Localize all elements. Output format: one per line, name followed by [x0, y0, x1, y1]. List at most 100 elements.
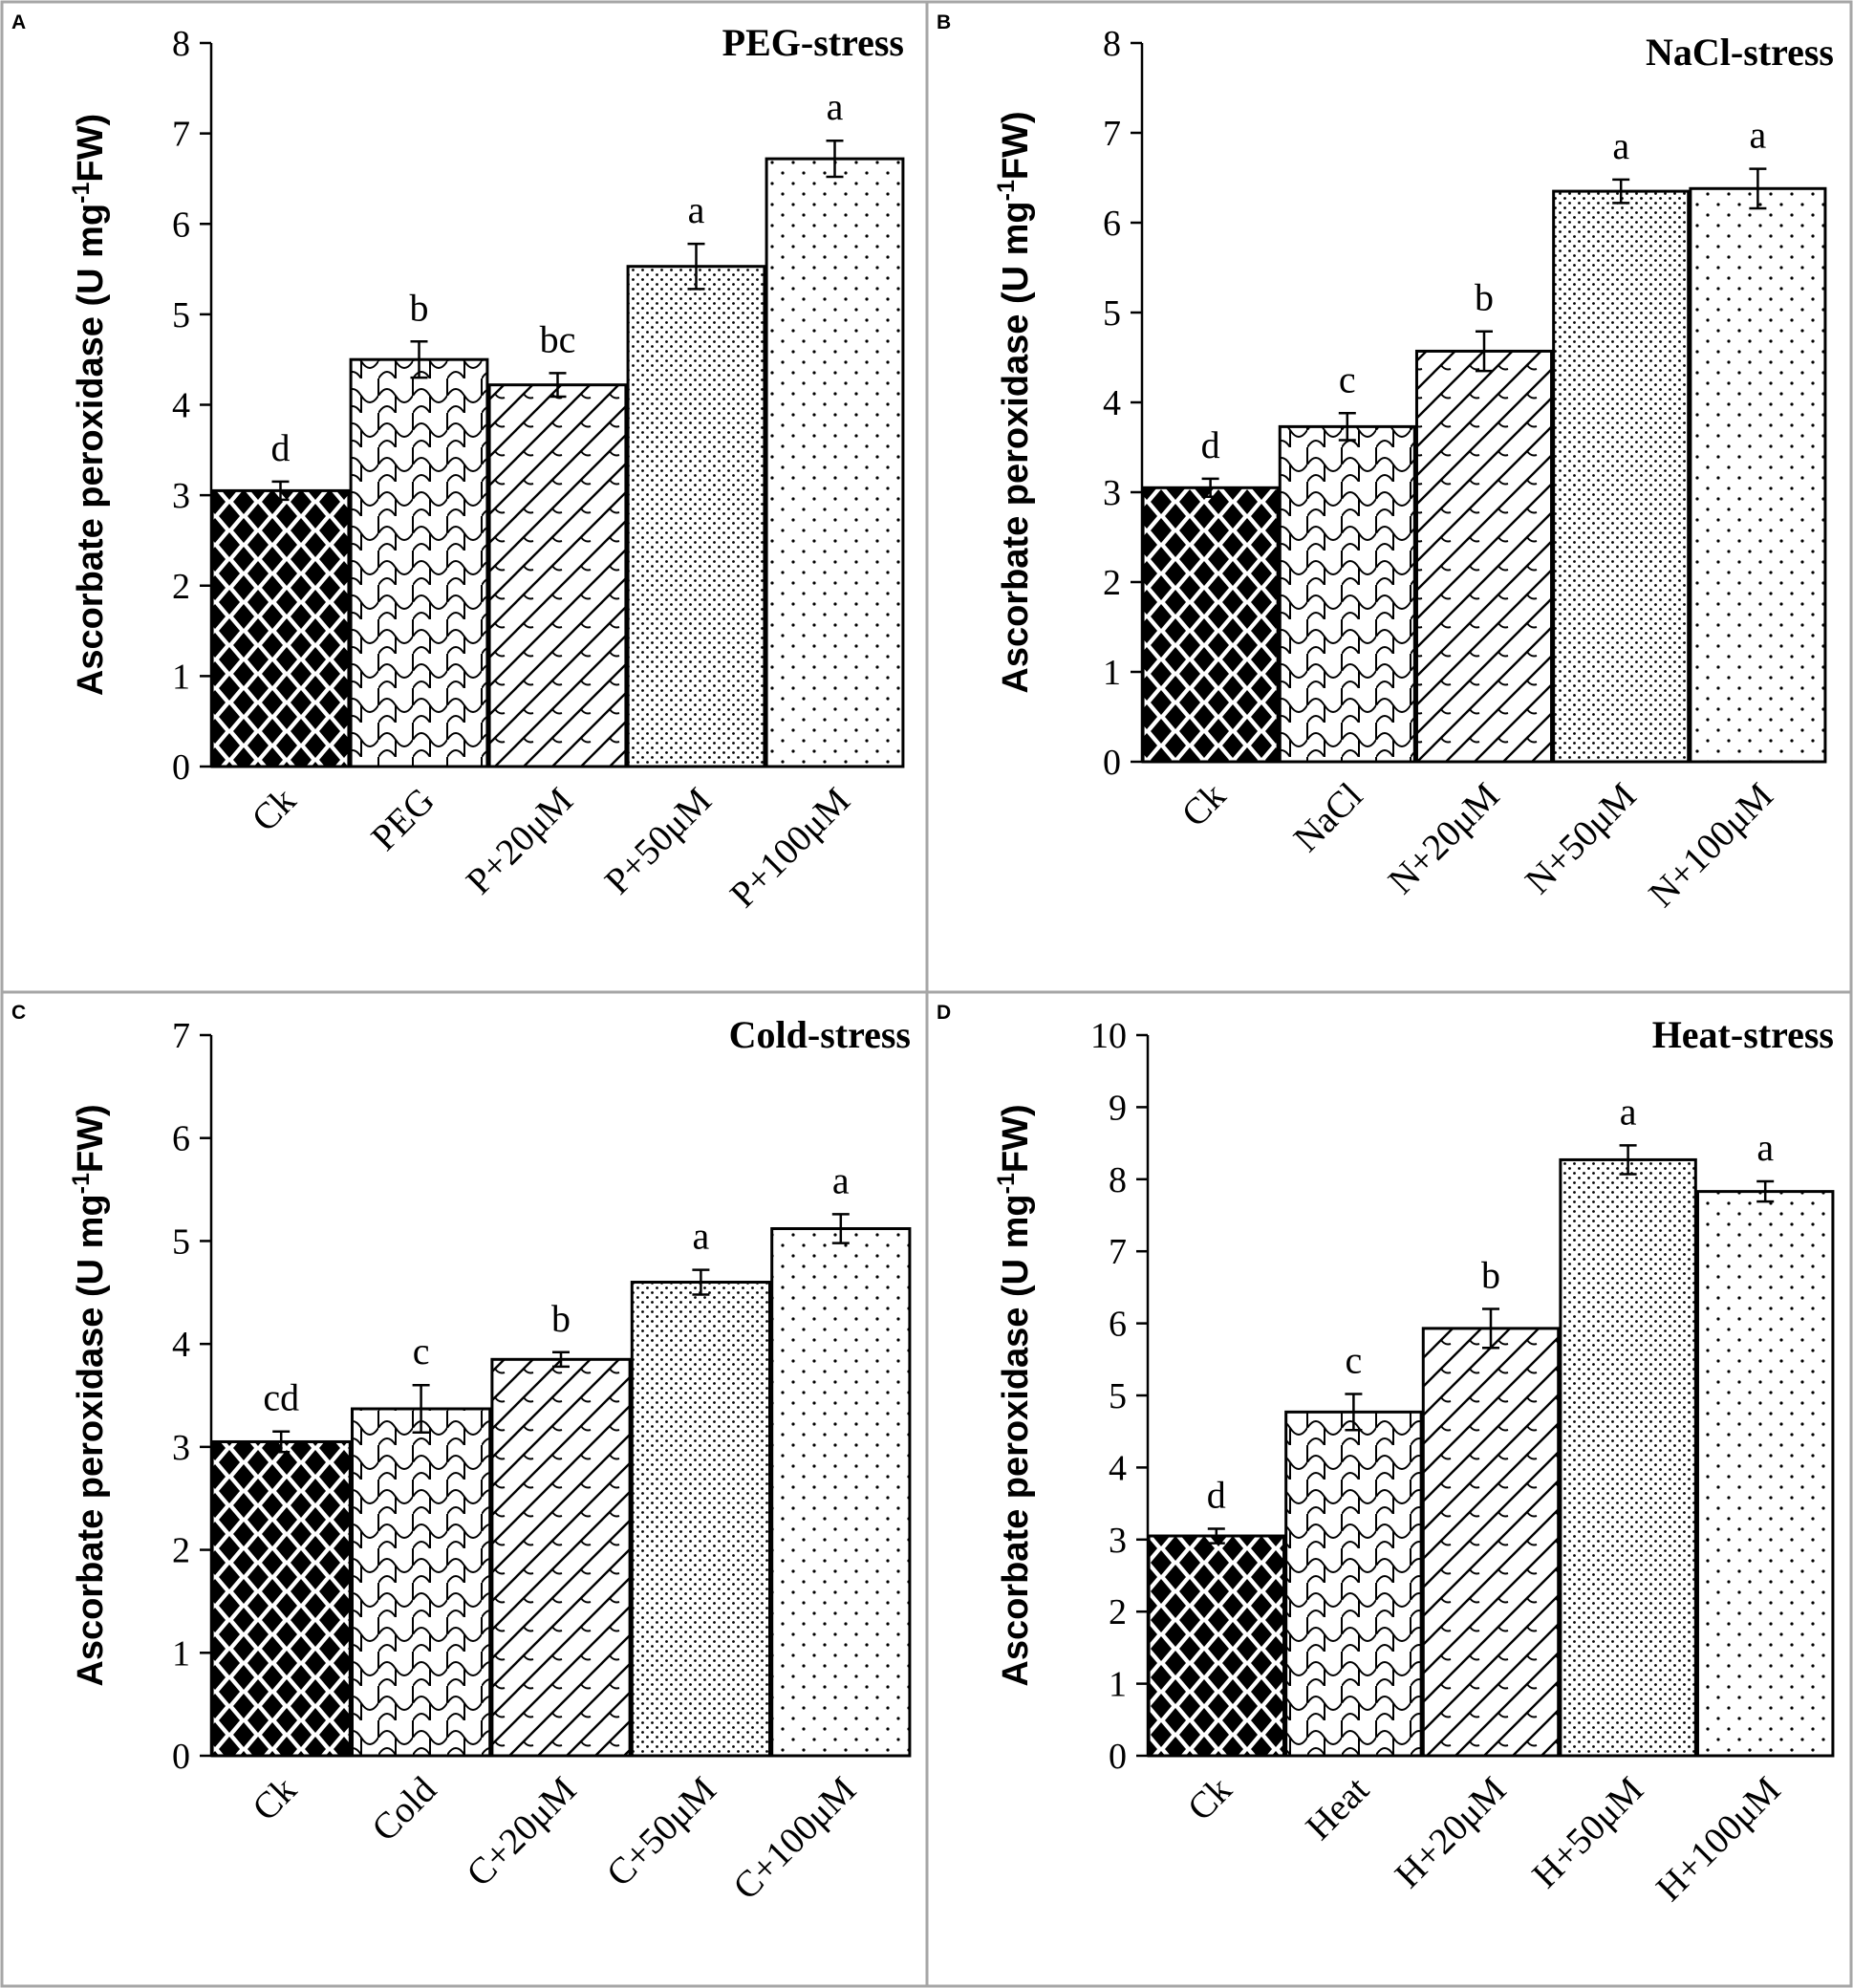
y-tick-label: 5	[172, 295, 190, 335]
bar	[1147, 1534, 1286, 1758]
error-bar	[1612, 178, 1630, 205]
bar	[350, 1407, 492, 1758]
bar	[349, 357, 489, 768]
y-tick-label: 4	[172, 1325, 190, 1365]
panel-title: NaCl-stress	[1646, 31, 1834, 74]
bar	[1552, 189, 1691, 764]
bar	[1284, 1410, 1423, 1758]
bar	[1278, 424, 1416, 764]
bar	[630, 1281, 772, 1758]
bar	[765, 157, 905, 768]
error-bar	[687, 242, 705, 291]
y-tick-label: 6	[1109, 1305, 1127, 1345]
bar	[770, 1227, 912, 1758]
significance-label: b	[1481, 1254, 1500, 1297]
panel-letter: A	[11, 11, 26, 33]
y-tick-label: 6	[172, 205, 190, 245]
y-tick-label: 2	[1103, 563, 1121, 603]
significance-label: b	[410, 286, 429, 329]
error-bar	[552, 1351, 570, 1369]
panel-b: B NaCl-stress Ascorbate peroxidase (U mg-1…	[925, 0, 1853, 994]
y-tick-label: 3	[172, 1428, 190, 1468]
error-bar	[1619, 1144, 1637, 1176]
y-tick-label: 3	[172, 476, 190, 516]
significance-label: a	[688, 188, 705, 231]
bar	[1421, 1327, 1561, 1758]
panel-c: C Cold-stress Ascorbate peroxidase (U mg-1…	[0, 990, 929, 1988]
error-bar	[1201, 477, 1219, 498]
y-tick-label: 5	[1109, 1376, 1127, 1416]
panel-letter: D	[937, 1002, 951, 1024]
y-tick-label: 9	[1109, 1088, 1127, 1128]
y-tick-label: 6	[1103, 204, 1121, 244]
y-axis-title: Ascorbate peroxidase (U mg-1FW)	[68, 1104, 111, 1686]
y-tick-label: 2	[172, 567, 190, 607]
y-tick-label: 7	[1103, 114, 1121, 154]
y-tick-label: 4	[1103, 383, 1121, 423]
y-tick-label: 8	[172, 24, 190, 64]
y-tick-label: 0	[172, 1737, 190, 1777]
y-tick-label: 10	[1090, 1016, 1127, 1056]
bar	[487, 383, 628, 768]
significance-label: b	[1475, 276, 1494, 319]
significance-label: a	[1620, 1090, 1637, 1133]
y-tick-label: 2	[172, 1531, 190, 1571]
error-bar	[826, 139, 844, 179]
y-tick-label: 1	[1103, 653, 1121, 693]
significance-label: c	[413, 1329, 430, 1372]
y-tick-label: 1	[1109, 1665, 1127, 1705]
bar	[490, 1357, 632, 1758]
error-bar	[1749, 167, 1767, 210]
y-tick-label: 2	[1109, 1592, 1127, 1632]
y-tick-label: 5	[172, 1221, 190, 1262]
panel-letter: C	[11, 1002, 26, 1024]
y-tick-label: 3	[1103, 473, 1121, 513]
bar	[1414, 349, 1554, 764]
y-tick-label: 8	[1109, 1160, 1127, 1200]
error-bar	[831, 1213, 850, 1244]
bar	[1695, 1190, 1835, 1758]
y-tick-label: 0	[1103, 743, 1121, 783]
significance-label: c	[1339, 357, 1356, 400]
y-tick-label: 1	[172, 1633, 190, 1674]
significance-label: b	[551, 1297, 571, 1340]
y-tick-label: 1	[172, 657, 190, 697]
significance-label: d	[271, 426, 291, 469]
y-tick-label: 7	[1109, 1232, 1127, 1272]
bar	[210, 1439, 352, 1758]
significance-label: d	[1207, 1473, 1226, 1516]
significance-label: a	[1612, 124, 1629, 167]
error-bar	[1482, 1307, 1499, 1350]
error-bar	[692, 1268, 710, 1296]
significance-label: bc	[540, 317, 576, 360]
y-axis-title: Ascorbate peroxidase (U mg-1FW)	[68, 114, 111, 696]
error-bar	[410, 340, 428, 379]
y-axis-title: Ascorbate peroxidase (U mg-1FW)	[993, 111, 1036, 693]
y-tick-label: 4	[172, 386, 190, 426]
panel-letter: B	[937, 11, 951, 33]
error-bar	[1345, 1393, 1363, 1432]
significance-label: a	[1756, 1126, 1774, 1169]
y-tick-label: 4	[1109, 1448, 1127, 1488]
panel-title: Cold-stress	[729, 1013, 911, 1056]
significance-label: a	[1750, 114, 1767, 157]
panel-a: A PEG-stress Ascorbate peroxidase (U mg-1F…	[0, 0, 929, 994]
bar	[1689, 186, 1827, 764]
bar	[1559, 1157, 1697, 1758]
error-bar	[271, 480, 290, 502]
y-axis-title: Ascorbate peroxidase (U mg-1FW)	[993, 1104, 1036, 1686]
y-tick-label: 3	[1109, 1521, 1127, 1561]
significance-label: a	[693, 1215, 710, 1258]
y-tick-label: 7	[172, 115, 190, 155]
significance-label: a	[827, 85, 844, 128]
error-bar	[549, 372, 567, 399]
significance-label: a	[832, 1158, 850, 1201]
bar	[1141, 486, 1280, 764]
y-tick-label: 6	[172, 1119, 190, 1159]
error-bar	[1476, 330, 1493, 373]
significance-label: d	[1201, 423, 1220, 466]
bar	[626, 265, 766, 768]
significance-label: cd	[263, 1376, 299, 1419]
panel-d: D Heat-stress Ascorbate peroxidase (U mg-1…	[925, 990, 1853, 1988]
